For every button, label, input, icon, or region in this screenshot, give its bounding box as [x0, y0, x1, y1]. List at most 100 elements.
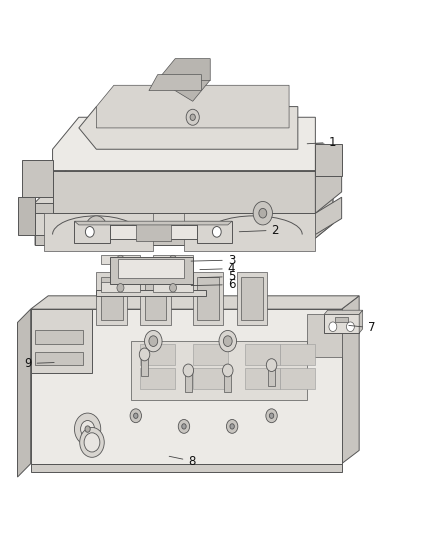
Polygon shape — [315, 149, 342, 213]
Circle shape — [117, 284, 124, 292]
Circle shape — [130, 409, 141, 423]
Polygon shape — [53, 171, 315, 213]
Text: 4: 4 — [200, 262, 235, 275]
Polygon shape — [136, 222, 171, 241]
Circle shape — [269, 413, 274, 418]
Circle shape — [85, 216, 107, 243]
Polygon shape — [193, 272, 223, 325]
Polygon shape — [268, 365, 275, 386]
Circle shape — [253, 201, 272, 225]
Circle shape — [346, 322, 354, 332]
Polygon shape — [74, 221, 110, 243]
Circle shape — [266, 359, 277, 372]
Polygon shape — [149, 75, 201, 91]
Polygon shape — [193, 344, 228, 365]
Polygon shape — [335, 317, 348, 322]
Polygon shape — [153, 282, 193, 292]
Polygon shape — [141, 354, 148, 376]
Polygon shape — [307, 314, 342, 357]
Circle shape — [182, 424, 186, 429]
Polygon shape — [241, 277, 263, 320]
Polygon shape — [96, 272, 127, 325]
Circle shape — [183, 364, 194, 377]
Polygon shape — [140, 272, 171, 325]
Circle shape — [186, 109, 199, 125]
Polygon shape — [324, 314, 359, 333]
Polygon shape — [245, 344, 280, 365]
Circle shape — [219, 330, 237, 352]
Polygon shape — [96, 85, 289, 128]
Polygon shape — [35, 213, 315, 235]
Circle shape — [149, 336, 158, 346]
Circle shape — [92, 224, 101, 235]
Text: 6: 6 — [191, 278, 235, 291]
Polygon shape — [185, 370, 192, 392]
Polygon shape — [224, 370, 231, 392]
Polygon shape — [280, 344, 315, 365]
Circle shape — [117, 255, 124, 264]
Polygon shape — [315, 144, 342, 176]
Circle shape — [84, 433, 100, 452]
Circle shape — [266, 409, 277, 423]
Circle shape — [212, 227, 221, 237]
Circle shape — [329, 322, 337, 332]
Polygon shape — [74, 221, 232, 225]
Circle shape — [223, 336, 232, 346]
Polygon shape — [245, 368, 280, 389]
Polygon shape — [101, 282, 140, 292]
Polygon shape — [184, 213, 315, 251]
Circle shape — [74, 413, 101, 445]
Circle shape — [85, 426, 90, 432]
Text: 3: 3 — [191, 254, 235, 266]
Circle shape — [81, 421, 95, 438]
Text: 8: 8 — [169, 455, 196, 467]
Polygon shape — [131, 341, 307, 400]
Polygon shape — [101, 255, 140, 264]
Polygon shape — [79, 107, 298, 149]
Polygon shape — [145, 277, 166, 320]
Polygon shape — [35, 330, 83, 344]
Polygon shape — [140, 368, 175, 389]
Polygon shape — [118, 259, 184, 278]
Polygon shape — [79, 225, 228, 239]
Circle shape — [190, 114, 195, 120]
Circle shape — [230, 424, 234, 429]
Polygon shape — [101, 277, 123, 320]
Circle shape — [139, 348, 150, 361]
Polygon shape — [53, 117, 315, 171]
Polygon shape — [140, 344, 175, 365]
Circle shape — [178, 419, 190, 433]
Polygon shape — [280, 368, 315, 389]
Polygon shape — [35, 203, 307, 245]
Polygon shape — [31, 309, 342, 464]
Polygon shape — [315, 197, 342, 235]
Polygon shape — [61, 144, 333, 187]
Circle shape — [80, 427, 104, 457]
Polygon shape — [22, 160, 53, 197]
Circle shape — [170, 284, 177, 292]
Polygon shape — [237, 272, 267, 325]
Polygon shape — [153, 255, 193, 264]
Circle shape — [226, 419, 238, 433]
Polygon shape — [96, 290, 206, 296]
Polygon shape — [197, 277, 219, 320]
Polygon shape — [342, 296, 359, 464]
Polygon shape — [31, 309, 92, 373]
Polygon shape — [31, 296, 359, 309]
Text: 7: 7 — [349, 321, 375, 334]
Polygon shape — [324, 310, 363, 314]
Polygon shape — [18, 309, 31, 477]
Polygon shape — [359, 310, 363, 333]
Text: 5: 5 — [200, 270, 235, 283]
Circle shape — [223, 364, 233, 377]
Polygon shape — [197, 221, 232, 243]
Polygon shape — [307, 176, 333, 245]
Polygon shape — [44, 213, 153, 251]
Circle shape — [259, 208, 267, 218]
Polygon shape — [31, 464, 342, 472]
Polygon shape — [158, 59, 210, 101]
Circle shape — [145, 330, 162, 352]
Polygon shape — [18, 197, 35, 235]
Polygon shape — [35, 352, 83, 365]
Circle shape — [134, 413, 138, 418]
